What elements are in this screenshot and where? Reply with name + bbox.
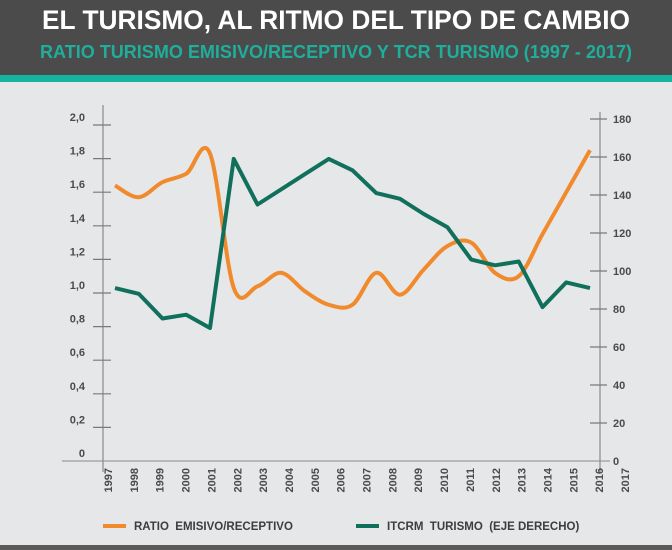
x-axis-tick-label: 2007 [362, 468, 374, 492]
x-axis-tick-label: 2016 [594, 468, 606, 492]
accent-stripe [0, 75, 672, 82]
left-axis-tick-label: 1,0 [70, 280, 85, 292]
series-group [113, 145, 592, 330]
right-axis-tick-label: 60 [613, 342, 625, 354]
left-axis-tick-label: 1,6 [70, 179, 85, 191]
left-axis-tick-label: 1,4 [70, 213, 86, 225]
legend-swatch-itcrm [356, 524, 379, 528]
right-axis-tick-label: 80 [613, 304, 625, 316]
left-axis-tick-label: 0,4 [70, 381, 86, 393]
legend-swatch-ratio [103, 524, 126, 528]
right-axis-tick-label: 0 [613, 456, 619, 468]
left-axis-tick-label: 2,0 [70, 112, 85, 124]
x-axis-tick-label: 1997 [103, 468, 115, 492]
right-axis-tick-label: 100 [613, 266, 631, 278]
header-background [0, 0, 672, 75]
right-axis-tick-label: 20 [613, 418, 625, 430]
axes: 0 0,2 0,4 0,6 0,8 1,0 1,2 1,4 1,6 1,8 2,0 0 20 40 60 80… [62, 105, 632, 492]
x-axis-tick-label: 2001 [206, 468, 218, 492]
x-axis-tick-label: 2004 [284, 467, 296, 492]
x-axis-tick-label: 2012 [491, 468, 503, 492]
x-axis-tick-label: 2013 [517, 468, 529, 492]
page-subtitle: RATIO TURISMO EMISIVO/RECEPTIVO Y TCR TU… [40, 42, 632, 62]
x-axis-tick-label: 2014 [542, 467, 554, 492]
right-axis-tick-label: 40 [613, 380, 625, 392]
x-axis-tick-label: 1998 [129, 468, 141, 492]
left-axis-tick-label: 0 [79, 448, 85, 460]
x-axis-tick-label: 2017 [620, 468, 632, 492]
right-axis-tick-label: 160 [613, 152, 631, 164]
left-axis-tick-label: 1,8 [70, 146, 85, 158]
right-axis-tick-label: 140 [613, 190, 631, 202]
legend-label-ratio: RATIO EMISIVO/RECEPTIVO [134, 521, 293, 533]
x-axis-tick-label: 2003 [258, 468, 270, 492]
legend: RATIO EMISIVO/RECEPTIVO ITCRM TURISMO (E… [103, 521, 579, 533]
x-axis-tick-label: 2015 [568, 468, 580, 492]
page-title: EL TURISMO, AL RITMO DEL TIPO DE CAMBIO [42, 5, 630, 35]
left-axis-tick-label: 0,8 [70, 314, 85, 326]
x-axis-tick-label: 2000 [181, 468, 193, 492]
left-axis-tick-label: 0,6 [70, 347, 85, 359]
x-axis-tick-label: 2011 [465, 468, 477, 492]
legend-label-itcrm: ITCRM TURISMO (EJE DERECHO) [387, 521, 579, 533]
series-line-ratio [113, 145, 592, 310]
x-axis-tick-label: 2008 [387, 468, 399, 492]
x-axis-tick-label: 2006 [336, 468, 348, 492]
right-axis-tick-label: 120 [613, 228, 631, 240]
x-axis-tick-label: 2009 [413, 468, 425, 492]
left-axis-tick-label: 1,2 [70, 246, 85, 258]
x-axis-tick-label: 2005 [310, 468, 322, 492]
right-axis-tick-label: 180 [613, 114, 631, 126]
x-axis-tick-label: 2010 [439, 468, 451, 492]
x-axis-tick-label: 1999 [155, 468, 167, 492]
footer-band [0, 545, 672, 550]
left-axis-tick-label: 0,2 [70, 414, 85, 426]
x-axis-tick-label: 2002 [232, 468, 244, 492]
